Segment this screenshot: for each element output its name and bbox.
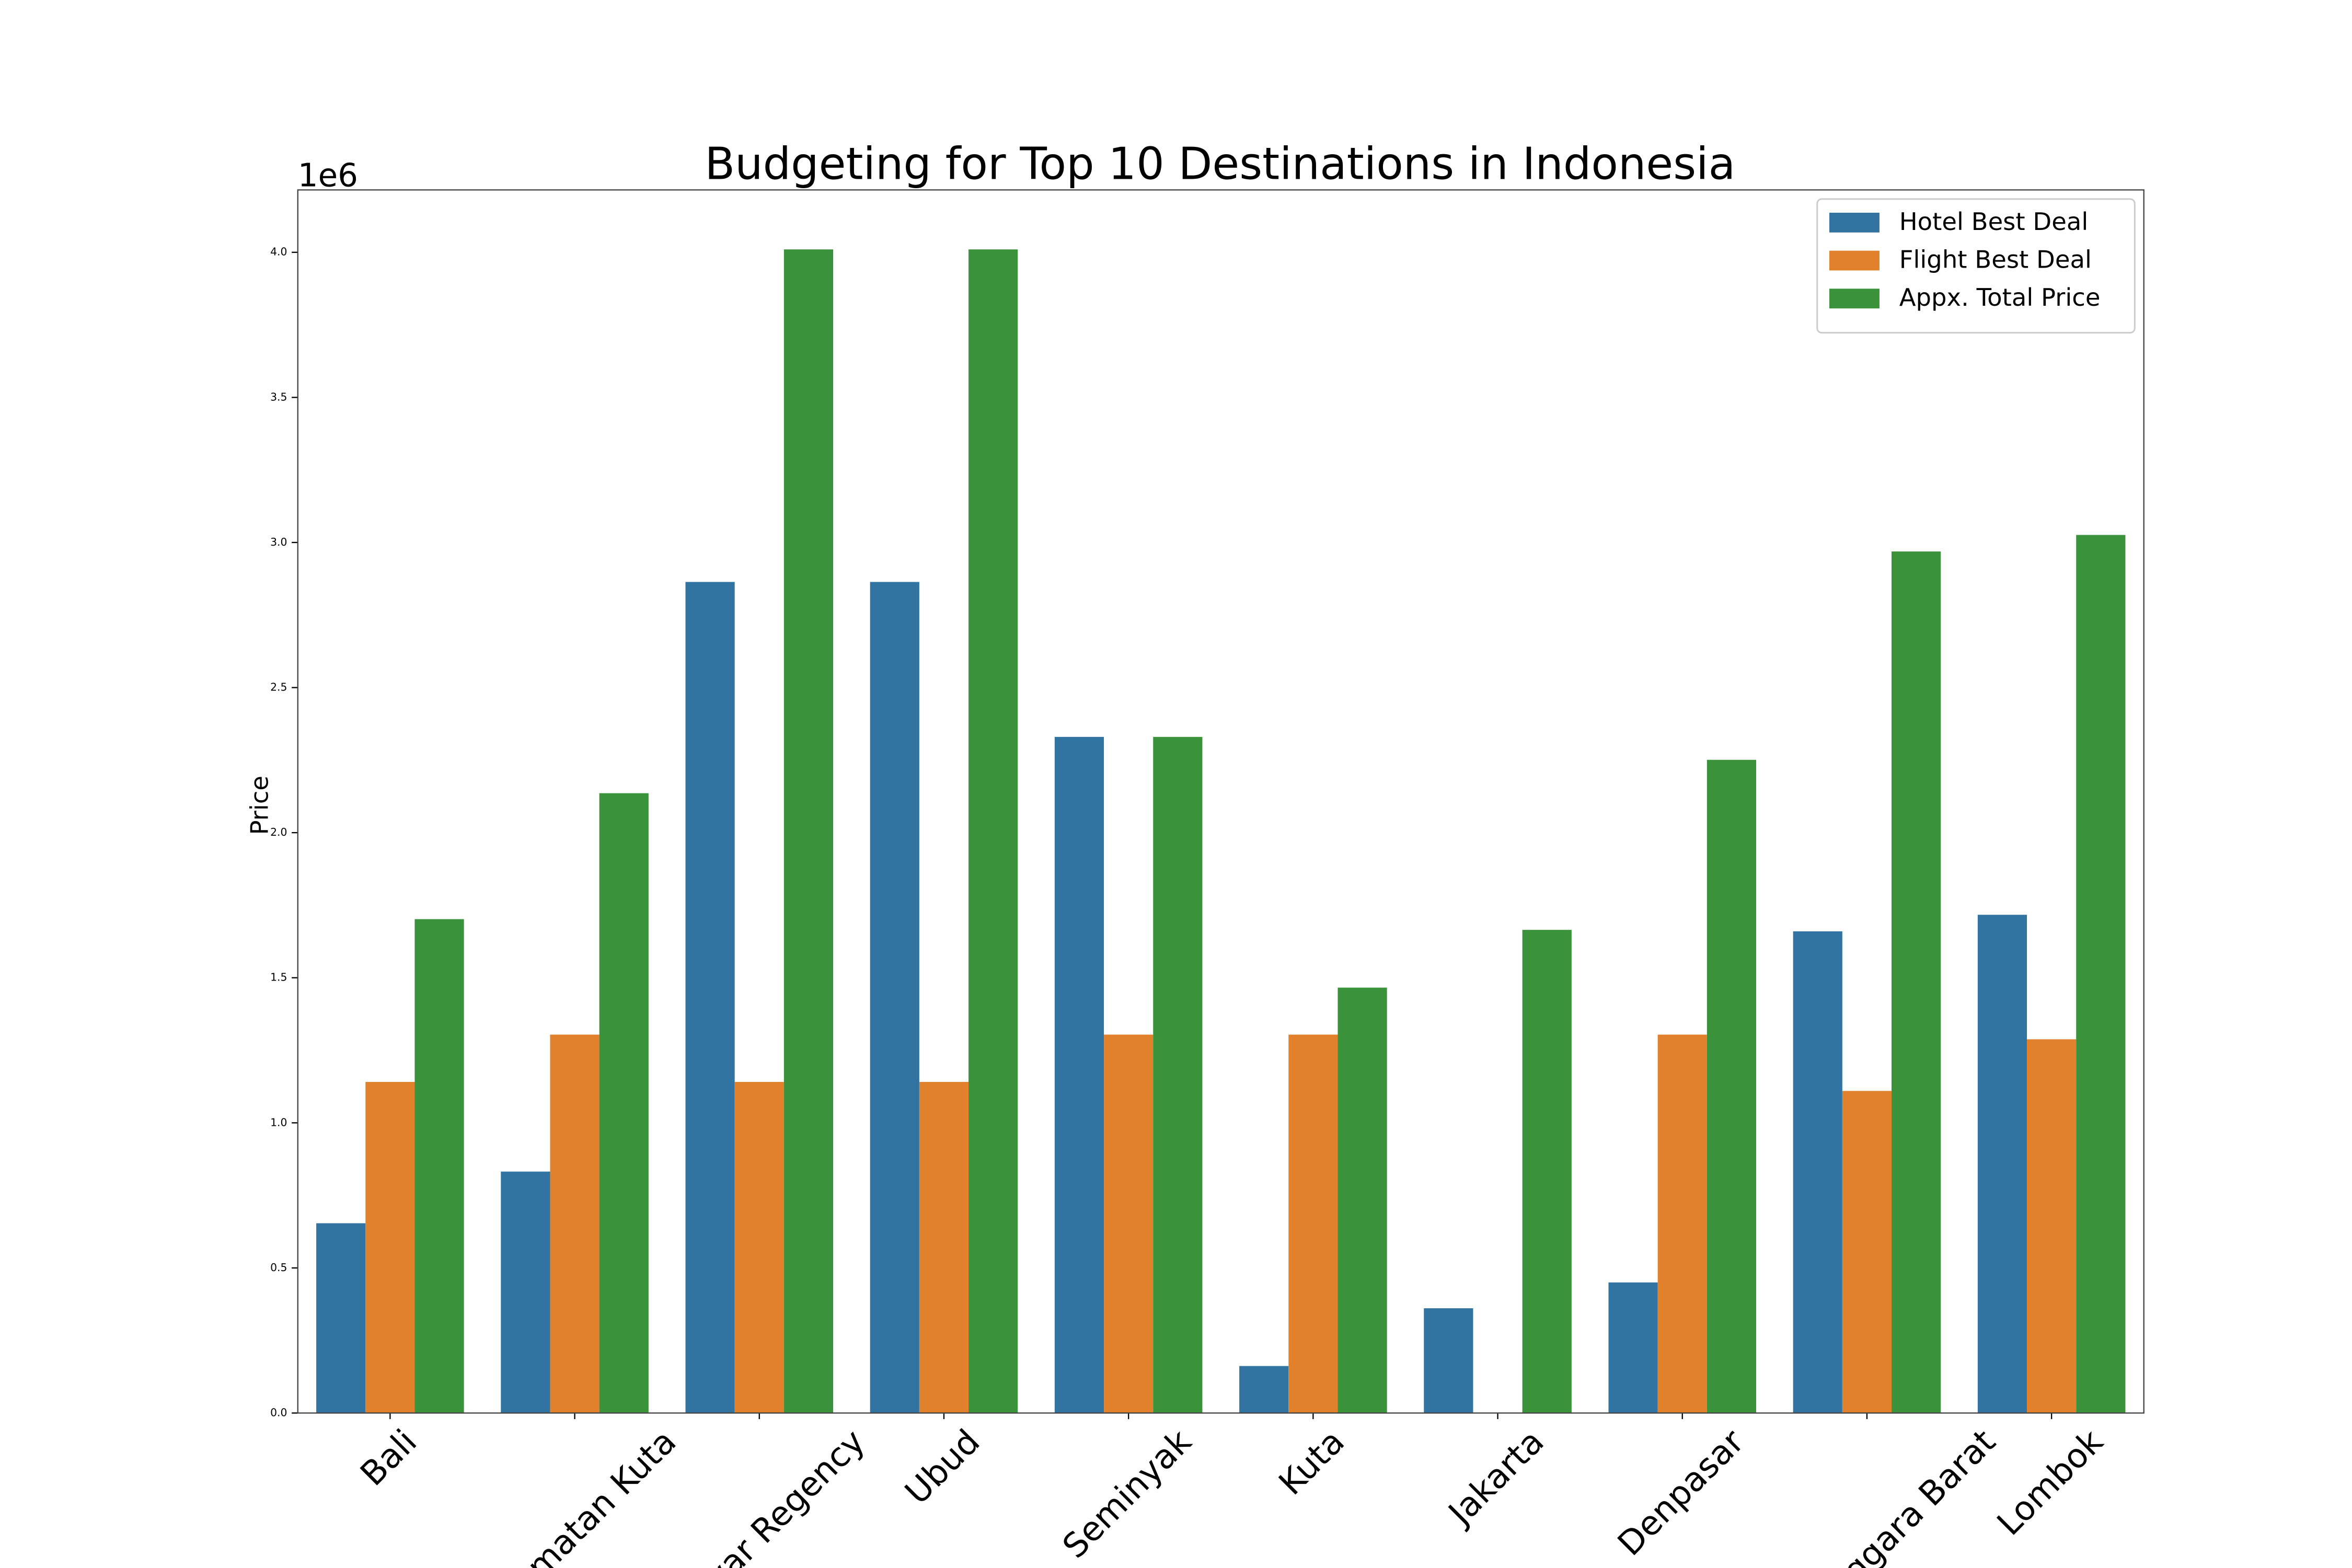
bar [685,582,735,1413]
y-tick-label: 0.5 [270,1261,287,1274]
bar [599,793,649,1413]
bar [1239,1366,1289,1413]
y-tick-label: 0.0 [270,1406,287,1419]
y-tick-label: 1.0 [270,1116,287,1128]
legend-label: Flight Best Deal [1899,246,2092,274]
bar [1288,1034,1338,1413]
y-tick-label: 4.0 [270,246,287,258]
bar [1054,736,1104,1413]
y-tick-label: 2.0 [270,826,287,838]
y-tick-label: 1.5 [270,971,287,984]
bar [1104,1034,1154,1413]
legend-label: Hotel Best Deal [1899,207,2089,236]
plot-frame [297,189,2145,1414]
bar [734,1082,784,1413]
bar [1153,736,1203,1413]
y-offset-label: 1e6 [298,157,358,194]
y-tick-label: 3.5 [270,390,287,403]
bar [2027,1039,2077,1413]
bar [414,919,464,1413]
bar [1657,1034,1707,1413]
bar [919,1082,969,1413]
bar [969,249,1018,1413]
legend-box [1816,198,2136,334]
bar [316,1223,366,1413]
y-tick-label: 3.0 [270,536,287,548]
legend-swatch [1829,212,1880,233]
bar [2076,535,2126,1413]
bar [1842,1091,1892,1413]
chart-title: Budgeting for Top 10 Destinations in Ind… [705,139,1735,190]
bar [1424,1308,1473,1413]
legend-label: Appx. Total Price [1899,283,2101,312]
bar [870,582,919,1413]
bar [1707,759,1757,1413]
bar [501,1171,550,1413]
bar [1522,930,1572,1413]
bar [783,249,834,1413]
legend-swatch [1829,289,1880,309]
y-tick-label: 2.5 [270,681,287,694]
bar [1977,915,2027,1413]
bar [1793,931,1842,1413]
bar [1608,1282,1658,1413]
bar [365,1082,415,1413]
bar [1338,987,1387,1413]
bar [550,1034,599,1413]
bar [1892,551,1941,1413]
legend-swatch [1829,250,1880,271]
y-axis-label: Price [246,776,274,835]
